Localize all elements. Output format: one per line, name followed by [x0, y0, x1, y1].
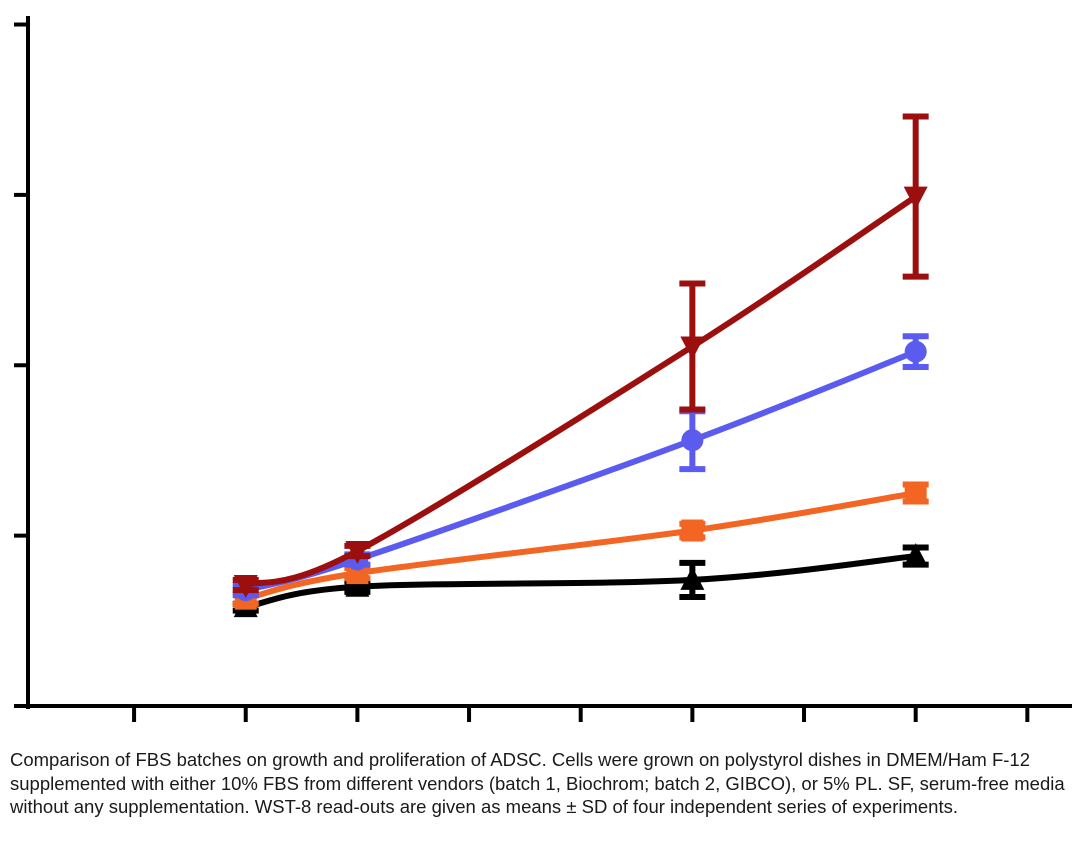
line-chart	[14, 16, 1072, 722]
circle-marker	[681, 429, 704, 452]
series-line	[242, 490, 919, 602]
figure-caption: Comparison of FBS batches on growth and …	[10, 749, 1065, 817]
triangle-down-marker	[680, 336, 705, 360]
square-marker	[681, 519, 704, 542]
triangle-down-marker	[233, 575, 258, 599]
square-marker	[904, 482, 927, 505]
series-line	[242, 553, 919, 611]
chart-series	[232, 113, 929, 618]
series-1	[232, 543, 929, 618]
triangle-up-marker	[903, 543, 928, 567]
triangle-up-marker	[680, 566, 705, 590]
series-4	[232, 113, 929, 599]
triangle-down-marker	[345, 540, 370, 564]
series-line	[242, 193, 919, 589]
triangle-down-marker	[903, 186, 928, 210]
circle-marker	[904, 340, 927, 363]
triangle-up-marker	[345, 573, 370, 597]
chart-axes	[14, 16, 1072, 722]
